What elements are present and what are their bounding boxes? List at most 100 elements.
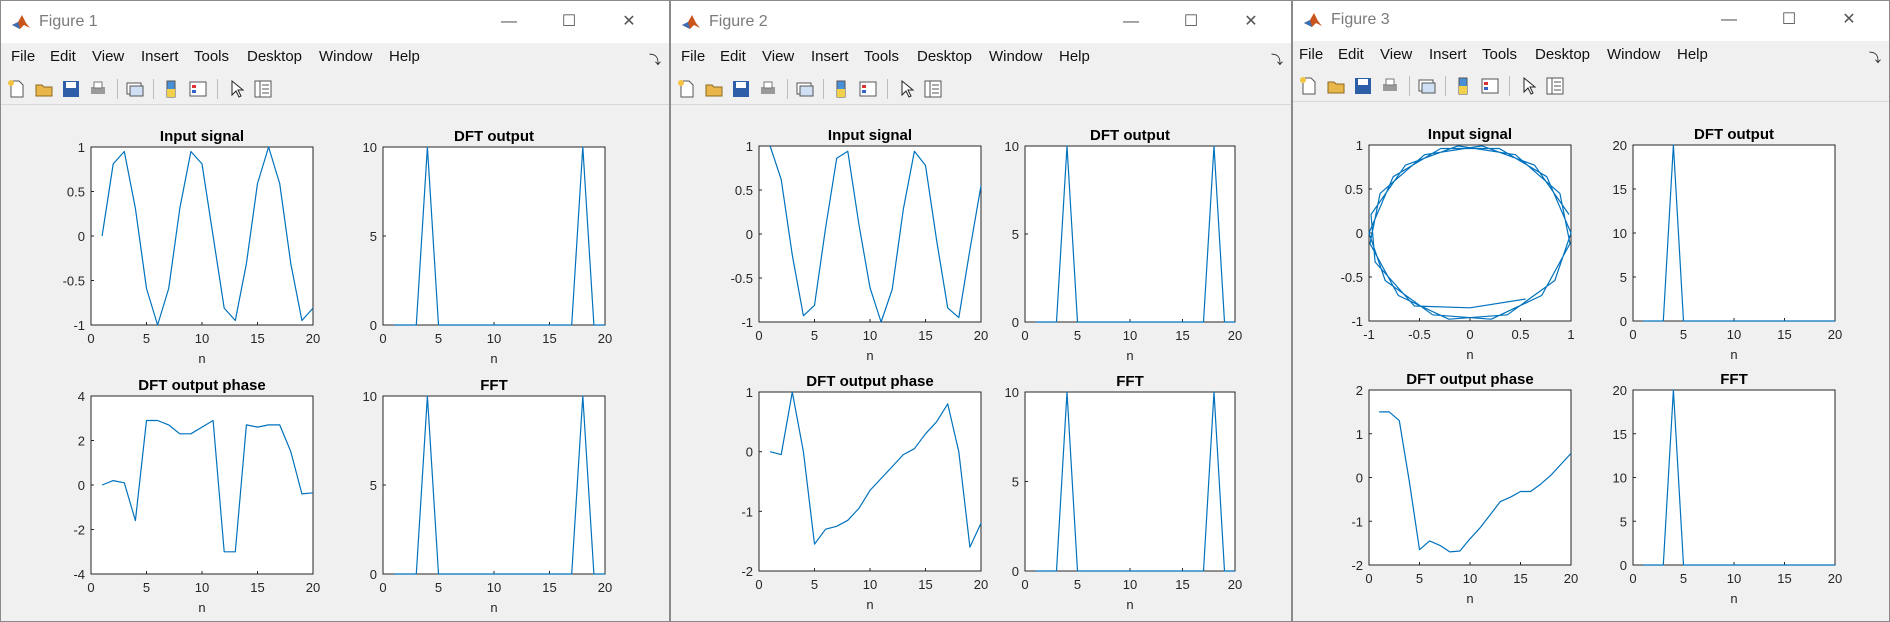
save-icon[interactable] [731,79,751,99]
maximize-button[interactable]: ☐ [1183,13,1199,30]
print-icon[interactable] [1380,76,1400,96]
menu-edit[interactable]: Edit [720,48,746,65]
open-file-icon[interactable] [1326,76,1346,96]
colorbar-icon[interactable] [1453,76,1473,96]
legend-icon[interactable] [1480,76,1500,96]
menu-edit[interactable]: Edit [50,48,76,65]
axes-input-signal[interactable]: Input signal 0 5 10 15 20 -1 -0.5 0 0.5 1 n [731,127,989,363]
menu-insert[interactable]: Insert [1429,46,1467,63]
plot-area[interactable] [1632,389,1836,566]
legend-icon[interactable] [858,79,878,99]
axes-dft-output-phase[interactable]: DFT output phase 0 5 10 15 20 -4 -2 0 2 4 n [73,377,320,615]
maximize-button[interactable]: ☐ [561,13,577,30]
legend-icon[interactable] [188,79,208,99]
title-bar[interactable]: Figure 2 — ☐ ✕ [671,1,1291,43]
save-icon[interactable] [1353,76,1373,96]
plot-area[interactable] [1024,391,1236,572]
axes-dft-output[interactable]: DFT output 0 5 10 15 20 0 5 10 n [363,128,613,366]
menu-insert[interactable]: Insert [811,48,849,65]
pointer-icon[interactable] [227,79,247,99]
axes-fft[interactable]: FFT 0 5 10 15 20 0 5 10 n [363,377,613,615]
x-tick-label: 15 [1777,571,1791,586]
close-button[interactable]: ✕ [622,13,636,30]
axes-dft-output[interactable]: DFT output 0 5 10 15 20 0 5 10 15 20 n [1613,126,1843,362]
plot-area[interactable] [758,145,982,323]
colorbar-icon[interactable] [161,79,181,99]
plot-area[interactable] [1632,144,1836,322]
menu-file[interactable]: File [681,48,706,65]
menu-help[interactable]: Help [1059,48,1090,65]
plot-area[interactable] [758,391,982,572]
minimize-button[interactable]: — [501,13,517,30]
dock-arrow-icon[interactable]: ⤵ [648,53,661,67]
axes-dft-output-phase[interactable]: DFT output phase 0 5 10 15 20 -2 -1 0 1 n [741,373,988,612]
plot-area[interactable] [1368,144,1572,322]
dock-arrow-icon[interactable]: ⤵ [1868,51,1881,65]
title-bar[interactable]: Figure 3 — ☐ ✕ [1293,1,1889,41]
axes-input-signal[interactable]: Input signal 0 5 10 15 20 -1 -0.5 0 0.5 1 n [63,128,321,366]
figure-window-3[interactable]: Figure 3 — ☐ ✕ File Edit View Insert Too… [1292,0,1890,622]
menu-window[interactable]: Window [989,48,1043,65]
open-file-icon[interactable] [34,79,54,99]
new-figure-icon[interactable] [7,79,27,99]
plot-title: Input signal [1428,126,1512,143]
title-bar[interactable]: Figure 1 — ☐ ✕ [1,1,669,43]
menu-view[interactable]: View [762,48,795,65]
plot-area[interactable] [382,395,606,575]
menu-help[interactable]: Help [1677,46,1708,63]
menu-window[interactable]: Window [1607,46,1661,63]
minimize-button[interactable]: — [1123,13,1139,30]
close-button[interactable]: ✕ [1842,11,1856,28]
menu-view[interactable]: View [92,48,125,65]
toolbar-separator [1409,76,1410,96]
menu-view[interactable]: View [1380,46,1413,63]
figure-window-1[interactable]: Figure 1 — ☐ ✕ File Edit View Insert Too… [0,0,670,622]
menu-file[interactable]: File [1299,46,1324,63]
pointer-icon[interactable] [897,79,917,99]
menu-tools[interactable]: Tools [194,48,230,65]
plot-area[interactable] [90,395,314,575]
menu-desktop[interactable]: Desktop [247,48,303,65]
axes-input-signal[interactable]: Input signal -1 -0.5 0 0.5 1 -1 -0.5 0 0.5 1 n [1341,126,1575,362]
link-icon[interactable] [1417,76,1437,96]
menu-edit[interactable]: Edit [1338,46,1364,63]
property-inspector-icon[interactable] [1545,76,1565,96]
minimize-button[interactable]: — [1721,11,1737,28]
axes-dft-output-phase[interactable]: DFT output phase 0 5 10 15 20 -2 -1 0 1 2 n [1351,371,1578,606]
menu-desktop[interactable]: Desktop [917,48,973,65]
close-button[interactable]: ✕ [1244,13,1258,30]
new-figure-icon[interactable] [1299,76,1319,96]
figure-window-2[interactable]: Figure 2 — ☐ ✕ File Edit View Insert Too… [670,0,1292,622]
menu-help[interactable]: Help [389,48,420,65]
menu-tools[interactable]: Tools [1482,46,1518,63]
plot-area[interactable] [90,146,314,326]
axes-fft[interactable]: FFT 0 5 10 15 20 0 5 10 15 20 n [1613,371,1843,606]
save-icon[interactable] [61,79,81,99]
menu-window[interactable]: Window [319,48,373,65]
x-tick-label: 5 [811,577,818,592]
menu-file[interactable]: File [11,48,36,65]
plot-title: Input signal [828,127,912,144]
colorbar-icon[interactable] [831,79,851,99]
plot-area[interactable] [382,146,606,326]
menu-tools[interactable]: Tools [864,48,900,65]
axes-dft-output[interactable]: DFT output 0 5 10 15 20 0 5 10 n [1005,127,1243,363]
new-figure-icon[interactable] [677,79,697,99]
dock-arrow-icon[interactable]: ⤵ [1270,53,1283,67]
link-icon[interactable] [795,79,815,99]
menu-desktop[interactable]: Desktop [1535,46,1591,63]
plot-area[interactable] [1024,145,1236,323]
property-inspector-icon[interactable] [923,79,943,99]
toolbar [671,72,1291,105]
open-file-icon[interactable] [704,79,724,99]
print-icon[interactable] [88,79,108,99]
y-tick-label: 5 [370,478,377,493]
axes-fft[interactable]: FFT 0 5 10 15 20 0 5 10 n [1005,373,1243,612]
print-icon[interactable] [758,79,778,99]
maximize-button[interactable]: ☐ [1781,11,1797,28]
property-inspector-icon[interactable] [253,79,273,99]
pointer-icon[interactable] [1519,76,1539,96]
link-icon[interactable] [125,79,145,99]
x-tick-label: 20 [1564,571,1578,586]
menu-insert[interactable]: Insert [141,48,179,65]
